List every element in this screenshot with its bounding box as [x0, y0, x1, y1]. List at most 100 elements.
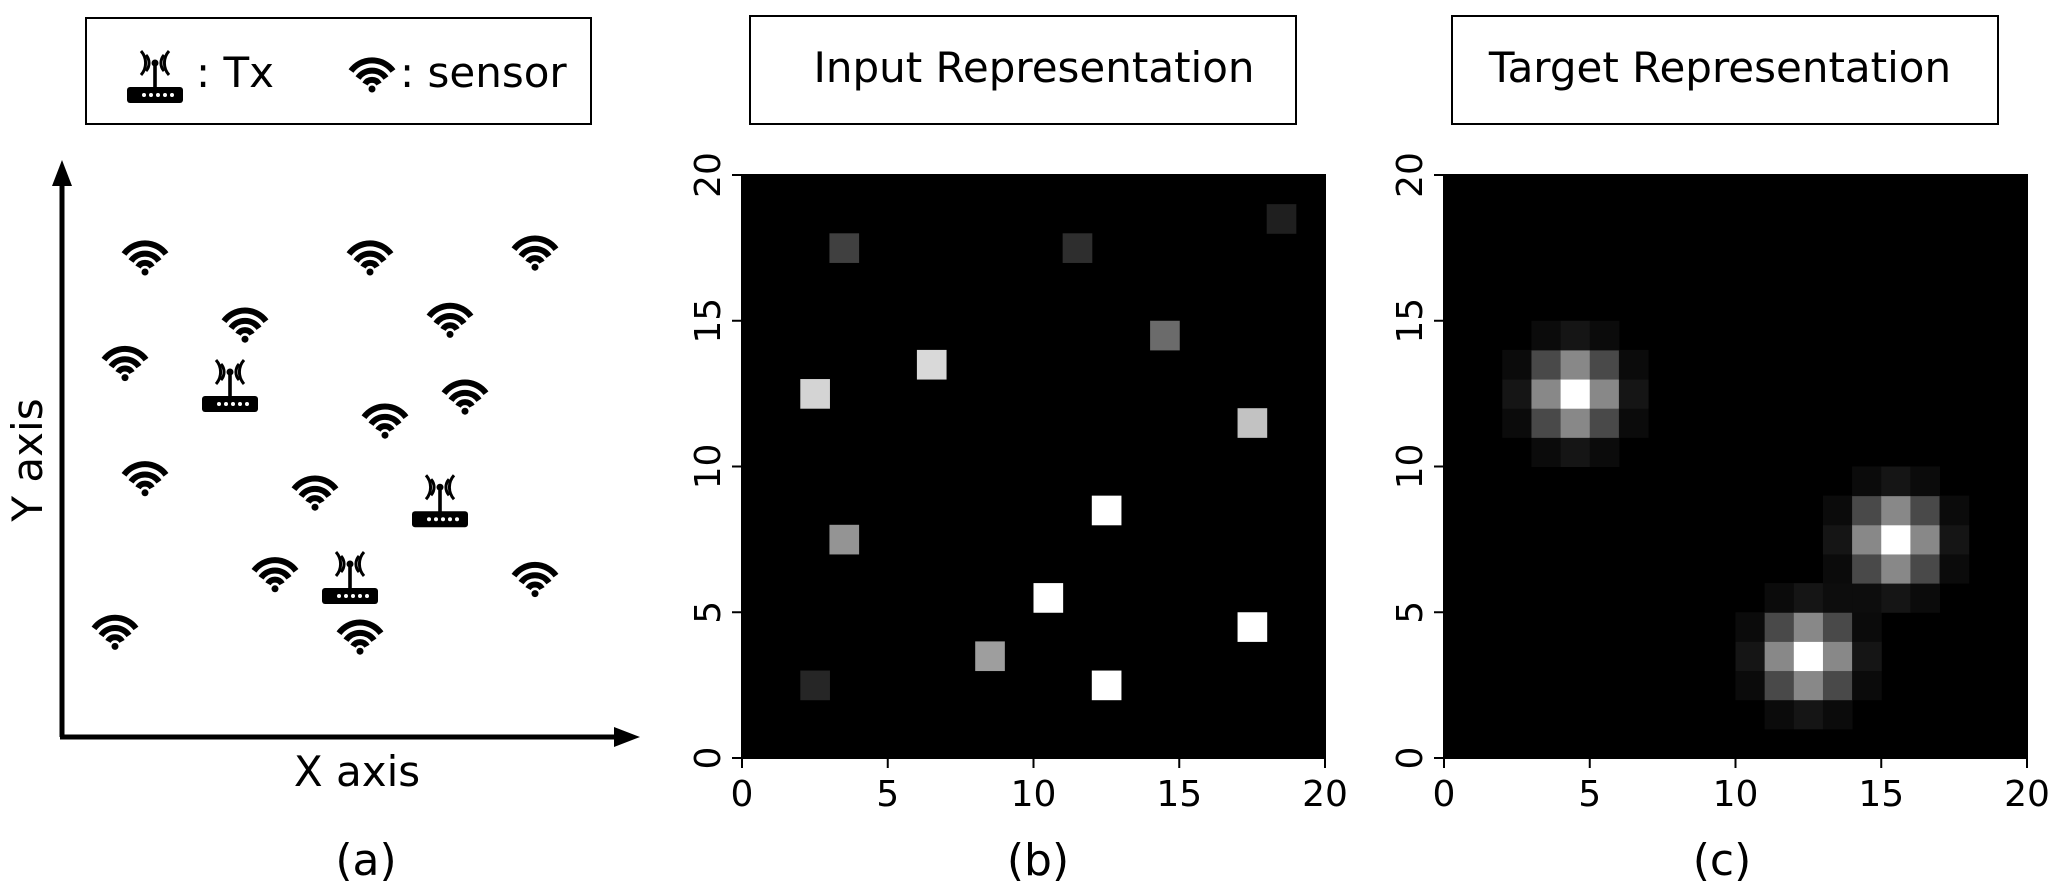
heatmap-cell: [1852, 583, 1882, 613]
heatmap-cell: [1910, 583, 1941, 613]
panel-b: Input Representation 0 5 10 15 20 0 5 10 15 20 (b…: [688, 15, 1348, 886]
x-tick-label: 20: [1302, 774, 1348, 815]
heatmap-cell: [1852, 495, 1882, 526]
x-tick-label: 10: [1011, 774, 1057, 815]
heatmap-cell: [1531, 408, 1562, 438]
heatmap-cell: [1793, 699, 1824, 730]
heatmap-cell: [1822, 641, 1853, 672]
heatmap-cell: [1033, 583, 1064, 613]
panel-c-heatmap: 0 5 10 15 20 0 5 10 15 20: [1390, 152, 2050, 815]
heatmap-cell: [1910, 495, 1941, 526]
legend-box: [85, 17, 592, 125]
transmitter-router-icon: [200, 358, 260, 414]
y-tick-label: 5: [1390, 601, 1431, 624]
sensor-wifi-icon: [349, 243, 391, 275]
heatmap-cell: [1939, 495, 1970, 526]
heatmap-cell: [1560, 437, 1591, 467]
y-tick-label: 15: [688, 298, 729, 344]
heatmap-cell: [1793, 583, 1824, 613]
heatmap-cell: [1822, 612, 1853, 642]
heatmap-cell: [1764, 641, 1795, 672]
heatmap-background: [742, 175, 1325, 758]
sensor-wifi-icon: [514, 239, 556, 271]
heatmap-cell: [1150, 320, 1180, 351]
panel-c: Target Representation 0 5 10 15 20 0 5 10 15 20 (…: [1390, 15, 2050, 886]
heatmap-cell: [1531, 437, 1562, 467]
panel-c-title: Target Representation: [1488, 43, 1951, 92]
heatmap-cell: [1822, 553, 1853, 584]
y-tick-label: 20: [1390, 152, 1431, 198]
heatmap-cell: [1531, 320, 1562, 351]
heatmap-cell: [1618, 379, 1649, 409]
sensor-wifi-icon: [429, 306, 471, 338]
x-tick-label: 20: [2004, 774, 2050, 815]
x-tick-label: 5: [1578, 774, 1601, 815]
legend-sensor-label: : sensor: [400, 48, 567, 97]
heatmap-cell: [1266, 204, 1297, 234]
sensor-wifi-icon: [444, 383, 486, 415]
heatmap-cell: [1822, 583, 1853, 613]
heatmap-cell: [1822, 524, 1853, 555]
y-tick-label: 20: [688, 152, 729, 198]
heatmap-cell: [1852, 670, 1882, 701]
heatmap-cell: [1910, 524, 1941, 555]
heatmap-cell: [1881, 524, 1911, 555]
heatmap-cell: [1618, 408, 1649, 438]
heatmap-cell: [1764, 699, 1795, 730]
sensor-wifi-icon: [294, 479, 336, 511]
panel-c-caption: (c): [1693, 835, 1752, 886]
heatmap-cell: [1910, 553, 1941, 584]
panel-a-caption: (a): [335, 835, 396, 886]
legend-tx-label: : Tx: [196, 48, 274, 97]
heatmap-cell: [1618, 349, 1649, 380]
heatmap-cell: [1852, 641, 1882, 672]
panel-a-ylabel: Y axis: [3, 398, 52, 522]
heatmap-cell: [829, 233, 860, 263]
panel-a-markers: [94, 239, 556, 655]
x-tick-label: 0: [1433, 774, 1456, 815]
heatmap-cell: [1560, 408, 1591, 438]
heatmap-cell: [1237, 612, 1268, 642]
y-tick-label: 15: [1390, 298, 1431, 344]
sensor-wifi-icon: [514, 565, 556, 597]
heatmap-cell: [1910, 466, 1941, 497]
heatmap-cell: [1062, 233, 1093, 263]
heatmap-cell: [1764, 583, 1795, 613]
sensor-wifi-icon: [124, 464, 166, 496]
panel-a-xlabel: X axis: [294, 747, 420, 796]
heatmap-cell: [1881, 466, 1911, 497]
heatmap-cell: [1589, 379, 1620, 409]
heatmap-cell: [975, 641, 1005, 672]
heatmap-cell: [1502, 408, 1532, 438]
heatmap-cell: [1822, 699, 1853, 730]
sensor-wifi-icon: [339, 623, 381, 655]
panel-b-heatmap: 0 5 10 15 20 0 5 10 15 20: [688, 152, 1348, 815]
heatmap-cell: [916, 349, 947, 380]
y-axis-arrow-icon: [52, 160, 72, 186]
sensor-wifi-icon: [364, 407, 406, 439]
heatmap-cell: [1531, 349, 1562, 380]
heatmap-cell: [1502, 349, 1532, 380]
heatmap-cell: [1939, 553, 1970, 584]
heatmap-cell: [1881, 583, 1911, 613]
y-tick-label: 5: [688, 601, 729, 624]
y-tick-label: 10: [688, 444, 729, 490]
heatmap-cell: [1939, 524, 1970, 555]
heatmap-cell: [1091, 670, 1122, 701]
x-tick-label: 0: [731, 774, 754, 815]
sensor-wifi-icon: [254, 560, 296, 592]
heatmap-cell: [1764, 670, 1795, 701]
heatmap-cell: [1531, 379, 1562, 409]
heatmap-cell: [1881, 495, 1911, 526]
x-tick-label: 10: [1713, 774, 1759, 815]
panel-b-title: Input Representation: [813, 43, 1254, 92]
panel-c-title-box: [1451, 15, 1999, 125]
heatmap-cell: [1822, 495, 1853, 526]
x-axis-arrow-icon: [614, 727, 640, 747]
transmitter-router-icon: [410, 473, 470, 529]
heatmap-cell: [1852, 466, 1882, 497]
heatmap-cell: [1589, 349, 1620, 380]
transmitter-router-icon: [320, 550, 380, 606]
y-tick-label: 0: [688, 747, 729, 770]
